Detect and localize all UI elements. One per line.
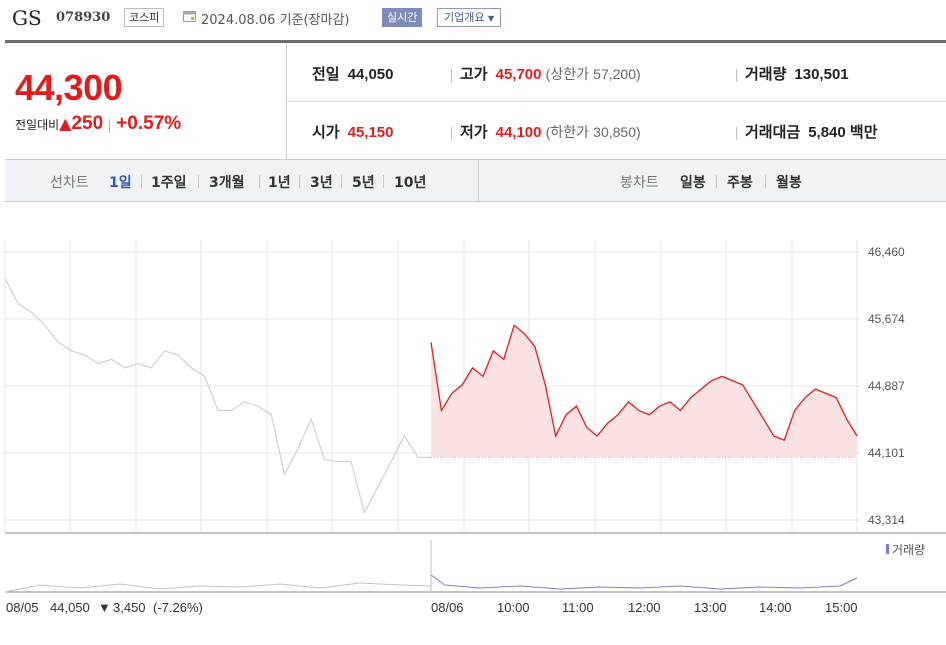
divider <box>716 175 717 188</box>
low-value: 44,100 <box>495 124 542 141</box>
volume-legend-label: 거래량 <box>892 543 925 557</box>
divider <box>299 175 300 188</box>
stock-name: GS <box>12 6 42 30</box>
x-tick-label: 08/06 <box>431 600 464 615</box>
tab-weekly-candle[interactable]: 주봉 <box>727 175 753 191</box>
prev-change-rate: (-7.26%) <box>153 600 203 615</box>
divider <box>109 118 111 133</box>
x-tick-label: 15:00 <box>825 600 858 615</box>
down-triangle-icon: ▼ <box>98 600 111 615</box>
prev-volume-line <box>4 582 432 593</box>
change-value: 250 <box>71 113 104 134</box>
high-label: 고가 <box>460 66 488 83</box>
divider <box>736 68 737 82</box>
y-tick-label: 44,101 <box>868 446 905 460</box>
quote-panel: 44,300 전일대비▲250 +0.57% 전일 44,050 고가 45,700 … <box>5 43 946 160</box>
header-divider <box>5 40 946 43</box>
prev-date-label: 08/05 <box>6 600 39 615</box>
divider <box>341 175 342 188</box>
tab-3year[interactable]: 3년 <box>310 175 333 191</box>
high-value: 45,700 <box>495 66 542 83</box>
x-tick-label: 11:00 <box>562 600 594 615</box>
amount-label: 거래대금 <box>745 124 801 141</box>
line-chart-label: 선차트 <box>50 175 89 191</box>
prev-close-value: 44,050 <box>347 66 394 83</box>
change-label: 전일대비 <box>15 118 60 132</box>
tab-3month[interactable]: 3개월 <box>209 175 245 191</box>
x-tick-label: 12:00 <box>628 600 661 615</box>
open-price: 시가 45,150 <box>312 121 394 142</box>
tab-monthly-candle[interactable]: 월봉 <box>776 175 802 191</box>
volume-value: 130,501 <box>794 66 849 83</box>
divider <box>451 68 452 82</box>
open-value: 45,150 <box>347 124 394 141</box>
tab-1day[interactable]: 1일 <box>109 175 132 191</box>
divider <box>383 175 384 188</box>
today-area <box>431 325 857 458</box>
y-tick-label: 46,460 <box>868 245 905 259</box>
low-label: 저가 <box>460 124 488 141</box>
y-tick-label: 43,314 <box>868 513 905 527</box>
tab-10year[interactable]: 10년 <box>394 175 427 191</box>
trading-amount: 거래대금 5,840 백만 <box>736 121 878 142</box>
volume-legend-icon <box>886 544 889 554</box>
stock-header: GS 078930 코스피 2024.08.06 기준(장마감) 실시간 기업개… <box>0 0 946 40</box>
x-tick-label: 14:00 <box>759 600 792 615</box>
prev-day-line <box>4 278 431 515</box>
divider <box>141 175 142 188</box>
divider <box>259 175 260 188</box>
divider <box>287 101 946 102</box>
realtime-button[interactable]: 실시간 <box>382 8 423 27</box>
divider <box>286 43 287 159</box>
tab-5year[interactable]: 5년 <box>352 175 375 191</box>
as-of-date: 2024.08.06 기준(장마감) <box>201 13 350 28</box>
divider <box>198 175 199 188</box>
current-price: 44,300 <box>15 67 123 108</box>
tab-1week[interactable]: 1주일 <box>151 175 187 191</box>
prev-close-value: 44,050 <box>50 600 90 615</box>
low-price: 저가 44,100 (하한가 30,850) <box>451 121 641 142</box>
volume: 거래량 130,501 <box>736 63 849 84</box>
calendar-icon <box>183 11 196 22</box>
candle-chart-label: 봉차트 <box>620 175 659 191</box>
company-info-dropdown[interactable]: 기업개요 ▼ <box>437 8 502 27</box>
high-price: 고가 45,700 (상한가 57,200) <box>451 63 641 84</box>
open-label: 시가 <box>312 124 340 141</box>
divider <box>765 175 766 188</box>
tab-1year[interactable]: 1년 <box>268 175 291 191</box>
upper-limit-label: (상한가 <box>545 66 589 82</box>
x-tick-label: 13:00 <box>694 600 727 615</box>
divider <box>478 160 479 201</box>
up-triangle-icon: ▲ <box>59 114 72 133</box>
company-info-label: 기업개요 <box>444 11 485 24</box>
volume-label: 거래량 <box>745 66 787 83</box>
lower-limit-label: (하한가 <box>545 124 589 140</box>
tab-daily-candle[interactable]: 일봉 <box>680 175 706 191</box>
prev-change-value: 3,450 <box>113 600 146 615</box>
market-badge: 코스피 <box>124 8 165 27</box>
today-volume-line <box>430 574 858 590</box>
y-tick-label: 44,887 <box>868 379 905 393</box>
divider <box>736 126 737 140</box>
lower-limit-value: 30,850) <box>593 124 641 140</box>
x-tick-label: 10:00 <box>497 600 530 615</box>
stock-code: 078930 <box>56 10 111 25</box>
chevron-down-icon: ▼ <box>487 14 495 23</box>
prev-close-label: 전일 <box>312 66 340 83</box>
divider <box>451 126 452 140</box>
upper-limit-value: 57,200) <box>593 66 641 82</box>
prev-close: 전일 44,050 <box>312 63 394 84</box>
chart-period-tabs: 선차트 1일 1주일 3개월 1년 3년 5년 10년 봉차트 일봉 주봉 월봉 <box>5 160 946 202</box>
amount-value: 5,840 백만 <box>808 124 878 141</box>
change-row: 전일대비▲250 +0.57% <box>15 113 181 135</box>
change-rate: +0.57% <box>116 113 182 134</box>
y-tick-label: 45,674 <box>868 312 905 326</box>
today-line <box>430 324 858 442</box>
